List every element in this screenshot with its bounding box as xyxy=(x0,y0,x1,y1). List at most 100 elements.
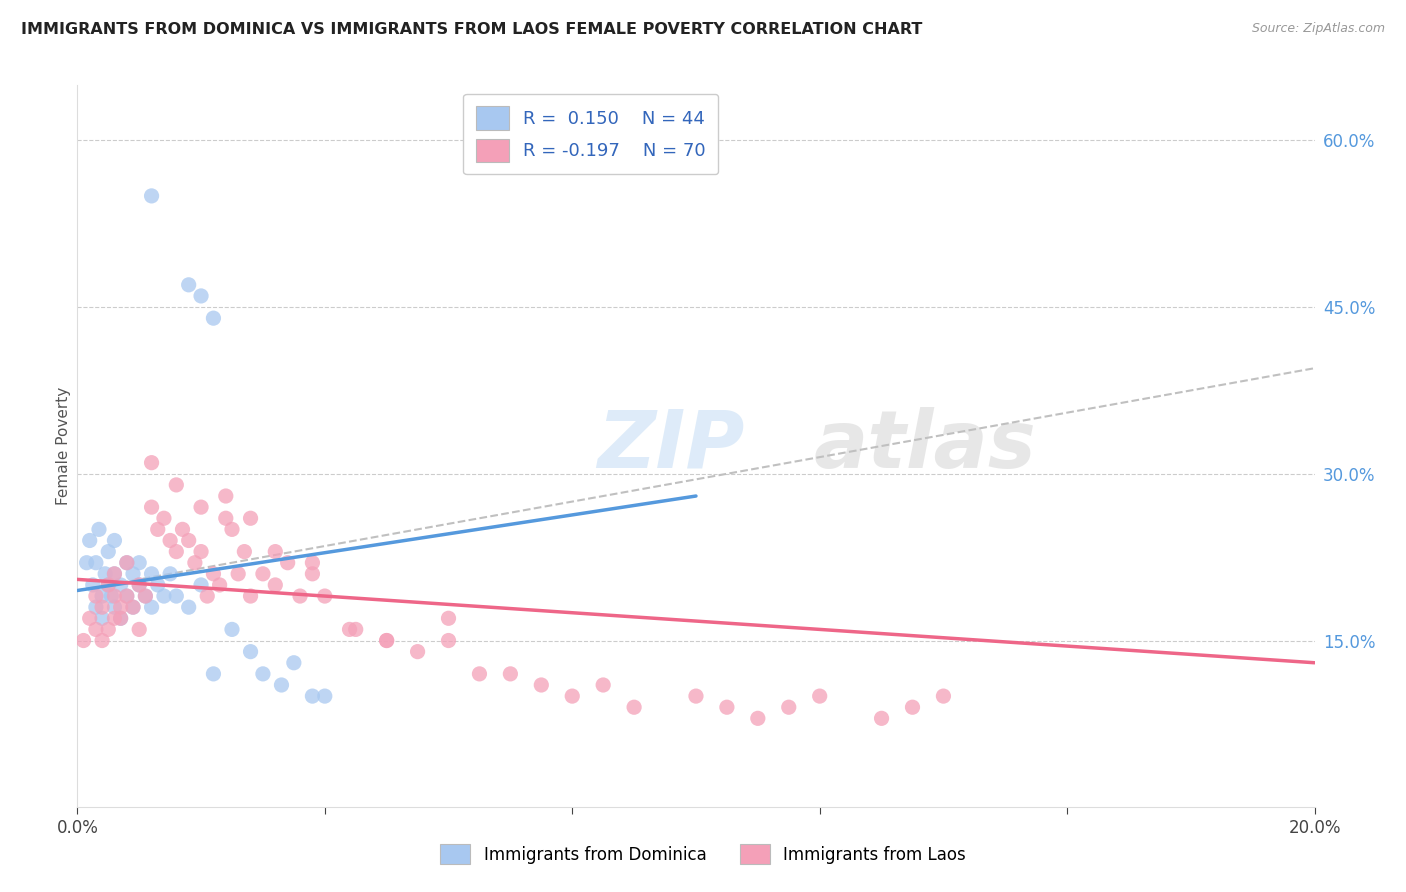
Point xyxy=(141,500,163,515)
Point xyxy=(165,478,187,492)
Point xyxy=(437,611,460,625)
Point xyxy=(141,566,163,581)
Legend: Immigrants from Dominica, Immigrants from Laos: Immigrants from Dominica, Immigrants fro… xyxy=(433,838,973,871)
Point xyxy=(264,544,287,558)
Point xyxy=(623,700,645,714)
Point xyxy=(134,589,156,603)
Point xyxy=(128,578,150,592)
Point xyxy=(115,589,138,603)
Point xyxy=(264,578,287,592)
Point xyxy=(91,611,114,625)
Point xyxy=(808,689,831,703)
Point xyxy=(530,678,553,692)
Point xyxy=(870,711,893,725)
Point xyxy=(190,544,212,558)
Point xyxy=(221,522,243,536)
Point xyxy=(314,689,336,703)
Point xyxy=(103,533,125,548)
Point xyxy=(716,700,738,714)
Point xyxy=(301,566,323,581)
Point xyxy=(141,600,163,615)
Point xyxy=(91,589,114,603)
Point xyxy=(239,589,262,603)
Point xyxy=(468,666,491,681)
Text: Source: ZipAtlas.com: Source: ZipAtlas.com xyxy=(1251,22,1385,36)
Point xyxy=(202,311,225,326)
Point xyxy=(239,645,262,659)
Text: IMMIGRANTS FROM DOMINICA VS IMMIGRANTS FROM LAOS FEMALE POVERTY CORRELATION CHAR: IMMIGRANTS FROM DOMINICA VS IMMIGRANTS F… xyxy=(21,22,922,37)
Y-axis label: Female Poverty: Female Poverty xyxy=(56,387,70,505)
Point xyxy=(76,556,98,570)
Point xyxy=(406,645,429,659)
Point xyxy=(499,666,522,681)
Point xyxy=(103,566,125,581)
Point xyxy=(110,600,132,615)
Legend: R =  0.150    N = 44, R = -0.197    N = 70: R = 0.150 N = 44, R = -0.197 N = 70 xyxy=(464,94,718,175)
Point xyxy=(91,600,114,615)
Point xyxy=(202,666,225,681)
Point xyxy=(747,711,769,725)
Point xyxy=(134,589,156,603)
Point xyxy=(221,623,243,637)
Point xyxy=(208,578,231,592)
Point xyxy=(146,578,169,592)
Point xyxy=(122,600,145,615)
Point xyxy=(177,533,200,548)
Point xyxy=(153,589,176,603)
Point xyxy=(270,678,292,692)
Point xyxy=(172,522,194,536)
Point xyxy=(100,589,122,603)
Point xyxy=(122,600,145,615)
Point xyxy=(110,611,132,625)
Point xyxy=(159,566,181,581)
Point xyxy=(141,456,163,470)
Point xyxy=(288,589,311,603)
Point xyxy=(932,689,955,703)
Point xyxy=(153,511,176,525)
Point xyxy=(778,700,800,714)
Point xyxy=(79,533,101,548)
Point xyxy=(215,489,238,503)
Point xyxy=(252,566,274,581)
Point xyxy=(301,556,323,570)
Point xyxy=(91,633,114,648)
Point xyxy=(277,556,299,570)
Point xyxy=(110,578,132,592)
Point xyxy=(375,633,398,648)
Point xyxy=(215,511,238,525)
Point xyxy=(165,589,187,603)
Point xyxy=(190,289,212,303)
Point xyxy=(84,623,107,637)
Point xyxy=(685,689,707,703)
Point xyxy=(128,623,150,637)
Point xyxy=(239,511,262,525)
Point xyxy=(103,600,125,615)
Point xyxy=(901,700,924,714)
Point xyxy=(177,600,200,615)
Point xyxy=(314,589,336,603)
Text: ZIP: ZIP xyxy=(598,407,744,485)
Point xyxy=(122,566,145,581)
Point xyxy=(301,689,323,703)
Point xyxy=(84,589,107,603)
Point xyxy=(177,277,200,292)
Point xyxy=(195,589,218,603)
Point xyxy=(87,522,110,536)
Point xyxy=(592,678,614,692)
Point xyxy=(165,544,187,558)
Point xyxy=(128,578,150,592)
Point xyxy=(82,578,104,592)
Point xyxy=(344,623,367,637)
Point xyxy=(103,589,125,603)
Point xyxy=(103,611,125,625)
Point xyxy=(339,623,361,637)
Point xyxy=(202,566,225,581)
Point xyxy=(141,189,163,203)
Point xyxy=(110,611,132,625)
Point xyxy=(115,589,138,603)
Point xyxy=(84,556,107,570)
Point xyxy=(115,556,138,570)
Point xyxy=(115,556,138,570)
Point xyxy=(97,544,120,558)
Point xyxy=(283,656,305,670)
